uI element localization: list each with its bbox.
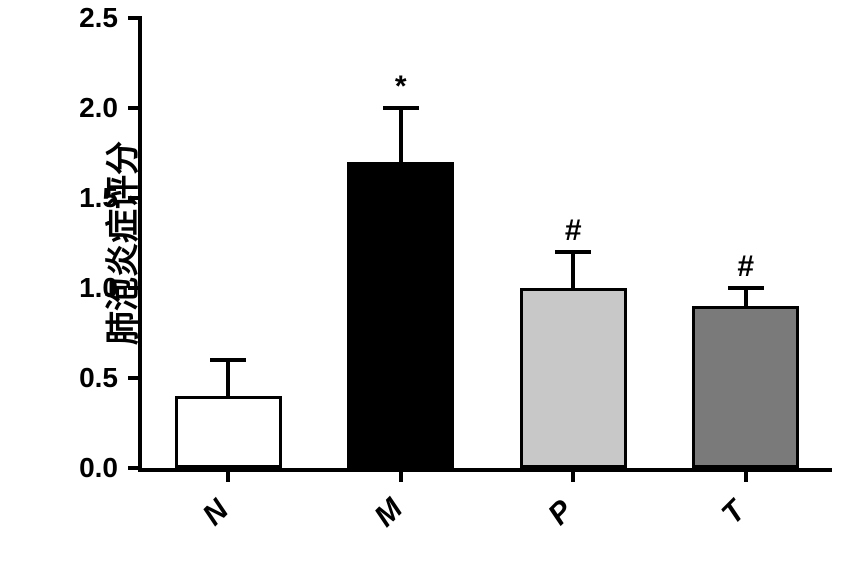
error-bar-stem — [399, 108, 403, 162]
bar — [520, 288, 627, 468]
bar — [692, 306, 799, 468]
plot-area: 0.00.51.01.52.02.5N*M#P#T — [138, 18, 832, 472]
x-tick-mark — [744, 468, 748, 482]
error-bar-cap — [728, 286, 764, 290]
x-tick-mark — [399, 468, 403, 482]
x-tick-label: M — [368, 492, 410, 534]
y-tick-label: 1.5 — [79, 182, 128, 214]
y-tick: 2.0 — [79, 94, 142, 122]
y-tick: 1.5 — [79, 184, 142, 212]
significance-marker: # — [565, 214, 582, 248]
error-bar-cap — [383, 106, 419, 110]
y-tick-mark — [128, 466, 142, 470]
y-tick-label: 2.0 — [79, 92, 128, 124]
error-bar-stem — [226, 360, 230, 396]
bar-chart: 肺泡炎症评分 0.00.51.01.52.02.5N*M#P#T — [0, 0, 858, 572]
bar — [347, 162, 454, 468]
x-tick-mark — [571, 468, 575, 482]
y-tick: 0.0 — [79, 454, 142, 482]
y-tick-label: 1.0 — [79, 272, 128, 304]
y-tick: 1.0 — [79, 274, 142, 302]
significance-marker: * — [395, 70, 407, 104]
significance-marker: # — [737, 250, 754, 284]
y-tick-mark — [128, 196, 142, 200]
y-tick-mark — [128, 286, 142, 290]
y-tick-mark — [128, 376, 142, 380]
y-tick-label: 2.5 — [79, 2, 128, 34]
y-tick-mark — [128, 106, 142, 110]
y-tick-mark — [128, 16, 142, 20]
x-tick-label: T — [715, 494, 752, 531]
x-tick-mark — [226, 468, 230, 482]
y-tick-label: 0.5 — [79, 362, 128, 394]
error-bar-stem — [571, 252, 575, 288]
error-bar-stem — [744, 288, 748, 306]
x-tick-label: P — [542, 494, 580, 532]
bar — [175, 396, 282, 468]
y-tick-label: 0.0 — [79, 452, 128, 484]
y-tick: 0.5 — [79, 364, 142, 392]
error-bar-cap — [555, 250, 591, 254]
y-tick: 2.5 — [79, 4, 142, 32]
x-tick-label: N — [197, 493, 236, 532]
error-bar-cap — [210, 358, 246, 362]
